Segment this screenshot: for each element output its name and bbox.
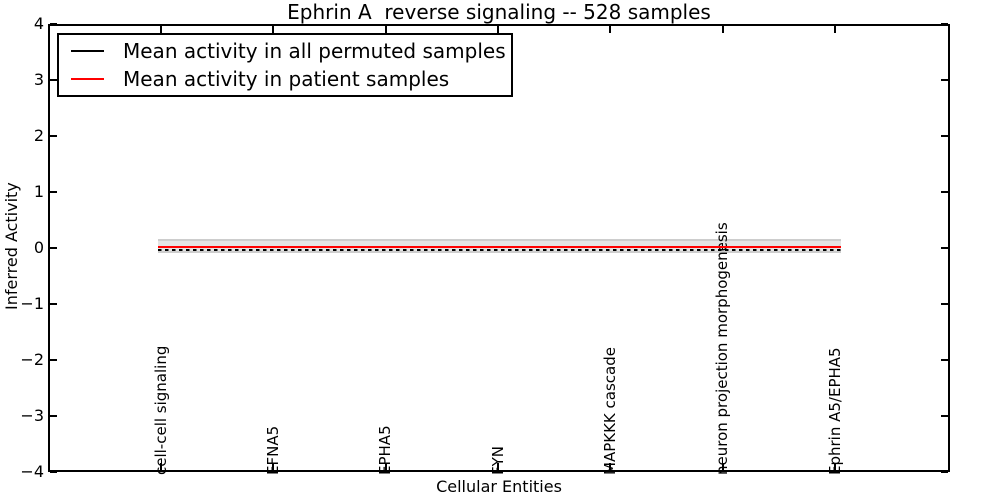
x-tick-top [721,26,724,33]
y-tick-right [941,23,948,25]
x-tick-top [609,26,612,33]
x-axis-title: Cellular Entities [436,477,562,496]
plot-frame [48,24,950,472]
legend-line-sample-red [71,78,104,80]
y-tick-right [941,191,948,193]
y-tick-label: 0 [33,238,44,257]
x-category-label: EPHA5 [376,425,395,475]
legend: Mean activity in all permuted samples Me… [57,33,513,97]
x-category-label: EFNA5 [263,425,282,475]
y-tick-label: 2 [33,126,44,145]
y-tick-left [50,247,57,249]
y-tick-label: 3 [33,70,44,89]
x-category-label: cell-cell signaling [151,345,170,475]
x-tick-bottom [272,463,275,470]
x-tick-top [834,26,837,33]
y-tick-label: −1 [20,294,44,313]
y-tick-right [941,359,948,361]
x-tick-top [272,26,275,33]
y-tick-left [50,191,57,193]
y-tick-left [50,303,57,305]
x-tick-top [497,26,500,33]
y-tick-left [50,415,57,417]
permuted-mean-line [158,249,842,252]
y-tick-right [941,247,948,249]
y-tick-label: 1 [33,182,44,201]
patient-mean-line [158,245,842,248]
y-tick-label: −4 [20,462,44,481]
x-category-label: neuron projection morphogenesis [713,222,732,475]
y-tick-left [50,359,57,361]
legend-line-sample-black [71,50,104,52]
x-tick-bottom [834,463,837,470]
y-tick-right [941,135,948,137]
y-tick-left [50,471,57,473]
x-tick-top [160,26,163,33]
x-category-label: MAPKKK cascade [600,347,619,475]
y-tick-left [50,23,57,25]
y-tick-right [941,79,948,81]
x-tick-bottom [160,463,163,470]
x-tick-top [384,26,387,33]
y-tick-label: −2 [20,350,44,369]
y-tick-label: 4 [33,14,44,33]
x-tick-bottom [384,463,387,470]
x-tick-bottom [721,463,724,470]
chart-title: Ephrin A reverse signaling -- 528 sample… [287,0,711,24]
legend-label-patient: Mean activity in patient samples [123,67,450,91]
y-tick-label: −3 [20,406,44,425]
x-tick-bottom [497,463,500,470]
legend-label-permuted: Mean activity in all permuted samples [123,39,506,63]
legend-item-permuted: Mean activity in all permuted samples [71,37,511,65]
y-tick-left [50,135,57,137]
y-tick-left [50,79,57,81]
x-category-label: Ephrin A5/EPHA5 [825,347,844,475]
y-tick-right [941,303,948,305]
y-tick-right [941,471,948,473]
x-tick-bottom [609,463,612,470]
y-tick-right [941,415,948,417]
x-category-label: FYN [488,445,507,475]
legend-item-patient: Mean activity in patient samples [71,65,511,93]
